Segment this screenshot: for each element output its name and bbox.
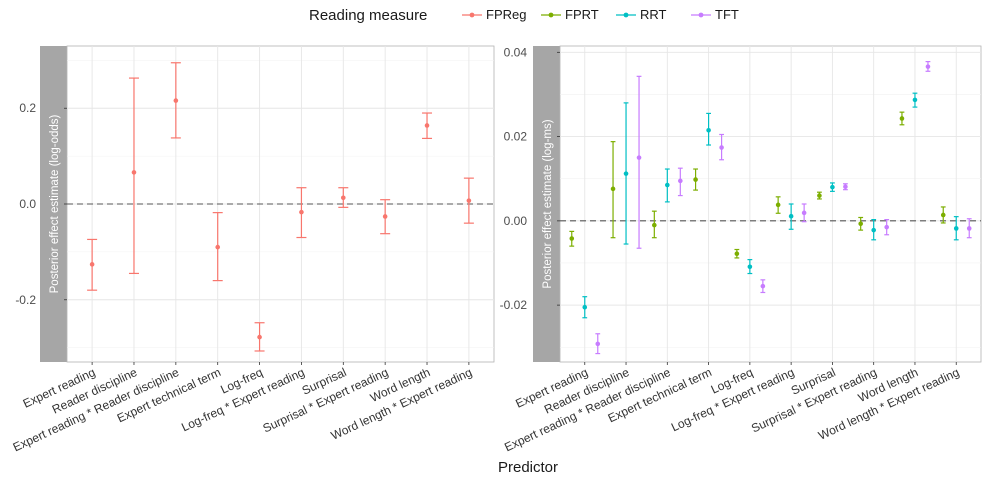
- legend-label: TFT: [715, 7, 739, 22]
- estimate-point: [89, 262, 95, 267]
- estimate-point: [173, 98, 179, 103]
- estimate-point: [760, 283, 766, 289]
- estimate-point: [257, 334, 262, 340]
- estimate-point: [215, 244, 221, 250]
- legend: Reading measure FPReg FPRT RRT TFT: [309, 7, 739, 24]
- estimate-point: [636, 155, 642, 160]
- estimate-point: [424, 123, 430, 128]
- estimate-point: [953, 226, 959, 231]
- estimate-point: [830, 184, 835, 190]
- estimate-point: [788, 213, 794, 219]
- y-ticks: -0.02 0.00 0.02 0.04: [500, 45, 560, 312]
- panel-strip: [533, 46, 560, 362]
- legend-title: Reading measure: [309, 7, 427, 24]
- estimate-point: [569, 236, 575, 241]
- estimate-point: [665, 182, 670, 188]
- legend-label: FPRT: [565, 7, 599, 22]
- estimate-point: [775, 202, 781, 208]
- estimate-point: [340, 195, 346, 201]
- grid: [560, 46, 981, 362]
- estimate-point: [858, 221, 863, 227]
- estimate-point: [623, 171, 629, 176]
- y-tick-label: -0.02: [500, 298, 528, 312]
- estimate-point: [466, 198, 472, 203]
- estimate-point: [801, 210, 807, 216]
- plot-area: [559, 45, 982, 363]
- panel-ylabel: Posterior effect estimate (log-ms): [542, 119, 554, 288]
- y-tick-label: 0.00: [504, 214, 528, 228]
- legend-point: [698, 12, 704, 18]
- estimate-point: [131, 170, 137, 175]
- legend-item: FPRT: [541, 7, 599, 22]
- estimate-point: [925, 64, 931, 69]
- y-tick-label: 0.02: [504, 130, 528, 144]
- estimate-point: [884, 224, 889, 230]
- legend-label: FPReg: [486, 7, 526, 22]
- estimate-point: [582, 304, 588, 310]
- estimate-point: [719, 145, 724, 150]
- marks: [569, 60, 972, 355]
- legend-label: RRT: [640, 7, 667, 22]
- series-FPRT: [569, 111, 946, 259]
- error-bar: [636, 75, 642, 249]
- estimate-point: [966, 226, 972, 231]
- panel-fpreg: Posterior effect estimate (log-odds) -0.…: [11, 45, 495, 454]
- error-bar: [128, 77, 139, 275]
- estimate-point: [747, 264, 753, 270]
- estimate-point: [899, 116, 905, 121]
- y-tick-label: 0.04: [504, 45, 528, 59]
- estimate-point: [912, 97, 918, 103]
- estimate-point: [843, 184, 848, 190]
- y-tick-label: -0.2: [15, 293, 36, 307]
- panel-ylabel: Posterior effect estimate (log-odds): [49, 114, 61, 293]
- estimate-point: [299, 209, 304, 215]
- legend-item: RRT: [616, 7, 667, 22]
- estimate-point: [693, 177, 698, 182]
- estimate-point: [678, 178, 683, 184]
- y-ticks: -0.2 0.0 0.2: [15, 101, 67, 307]
- estimate-point: [652, 222, 657, 228]
- estimate-point: [734, 251, 740, 257]
- legend-point: [548, 12, 554, 18]
- estimate-point: [706, 127, 711, 133]
- legend-point: [469, 12, 475, 18]
- estimate-point: [610, 186, 616, 192]
- panel-strip: [40, 46, 67, 362]
- estimate-point: [382, 214, 388, 219]
- series-TFT: [595, 60, 972, 355]
- y-tick-label: 0.0: [19, 197, 36, 211]
- marks: [87, 62, 474, 352]
- legend-item: FPReg: [462, 7, 526, 22]
- series-RRT: [582, 92, 959, 319]
- panel-durations: Posterior effect estimate (log-ms) -0.02…: [500, 45, 982, 454]
- estimate-point: [595, 341, 601, 347]
- series-FPReg: [87, 62, 474, 352]
- estimate-point: [817, 193, 822, 198]
- legend-point: [623, 12, 629, 18]
- estimate-point: [871, 227, 876, 233]
- estimate-point: [940, 212, 946, 218]
- y-tick-label: 0.2: [19, 101, 36, 115]
- legend-item: TFT: [691, 7, 739, 22]
- legend-entries: FPReg FPRT RRT TFT: [462, 7, 739, 22]
- x-axis-title: Predictor: [498, 459, 558, 476]
